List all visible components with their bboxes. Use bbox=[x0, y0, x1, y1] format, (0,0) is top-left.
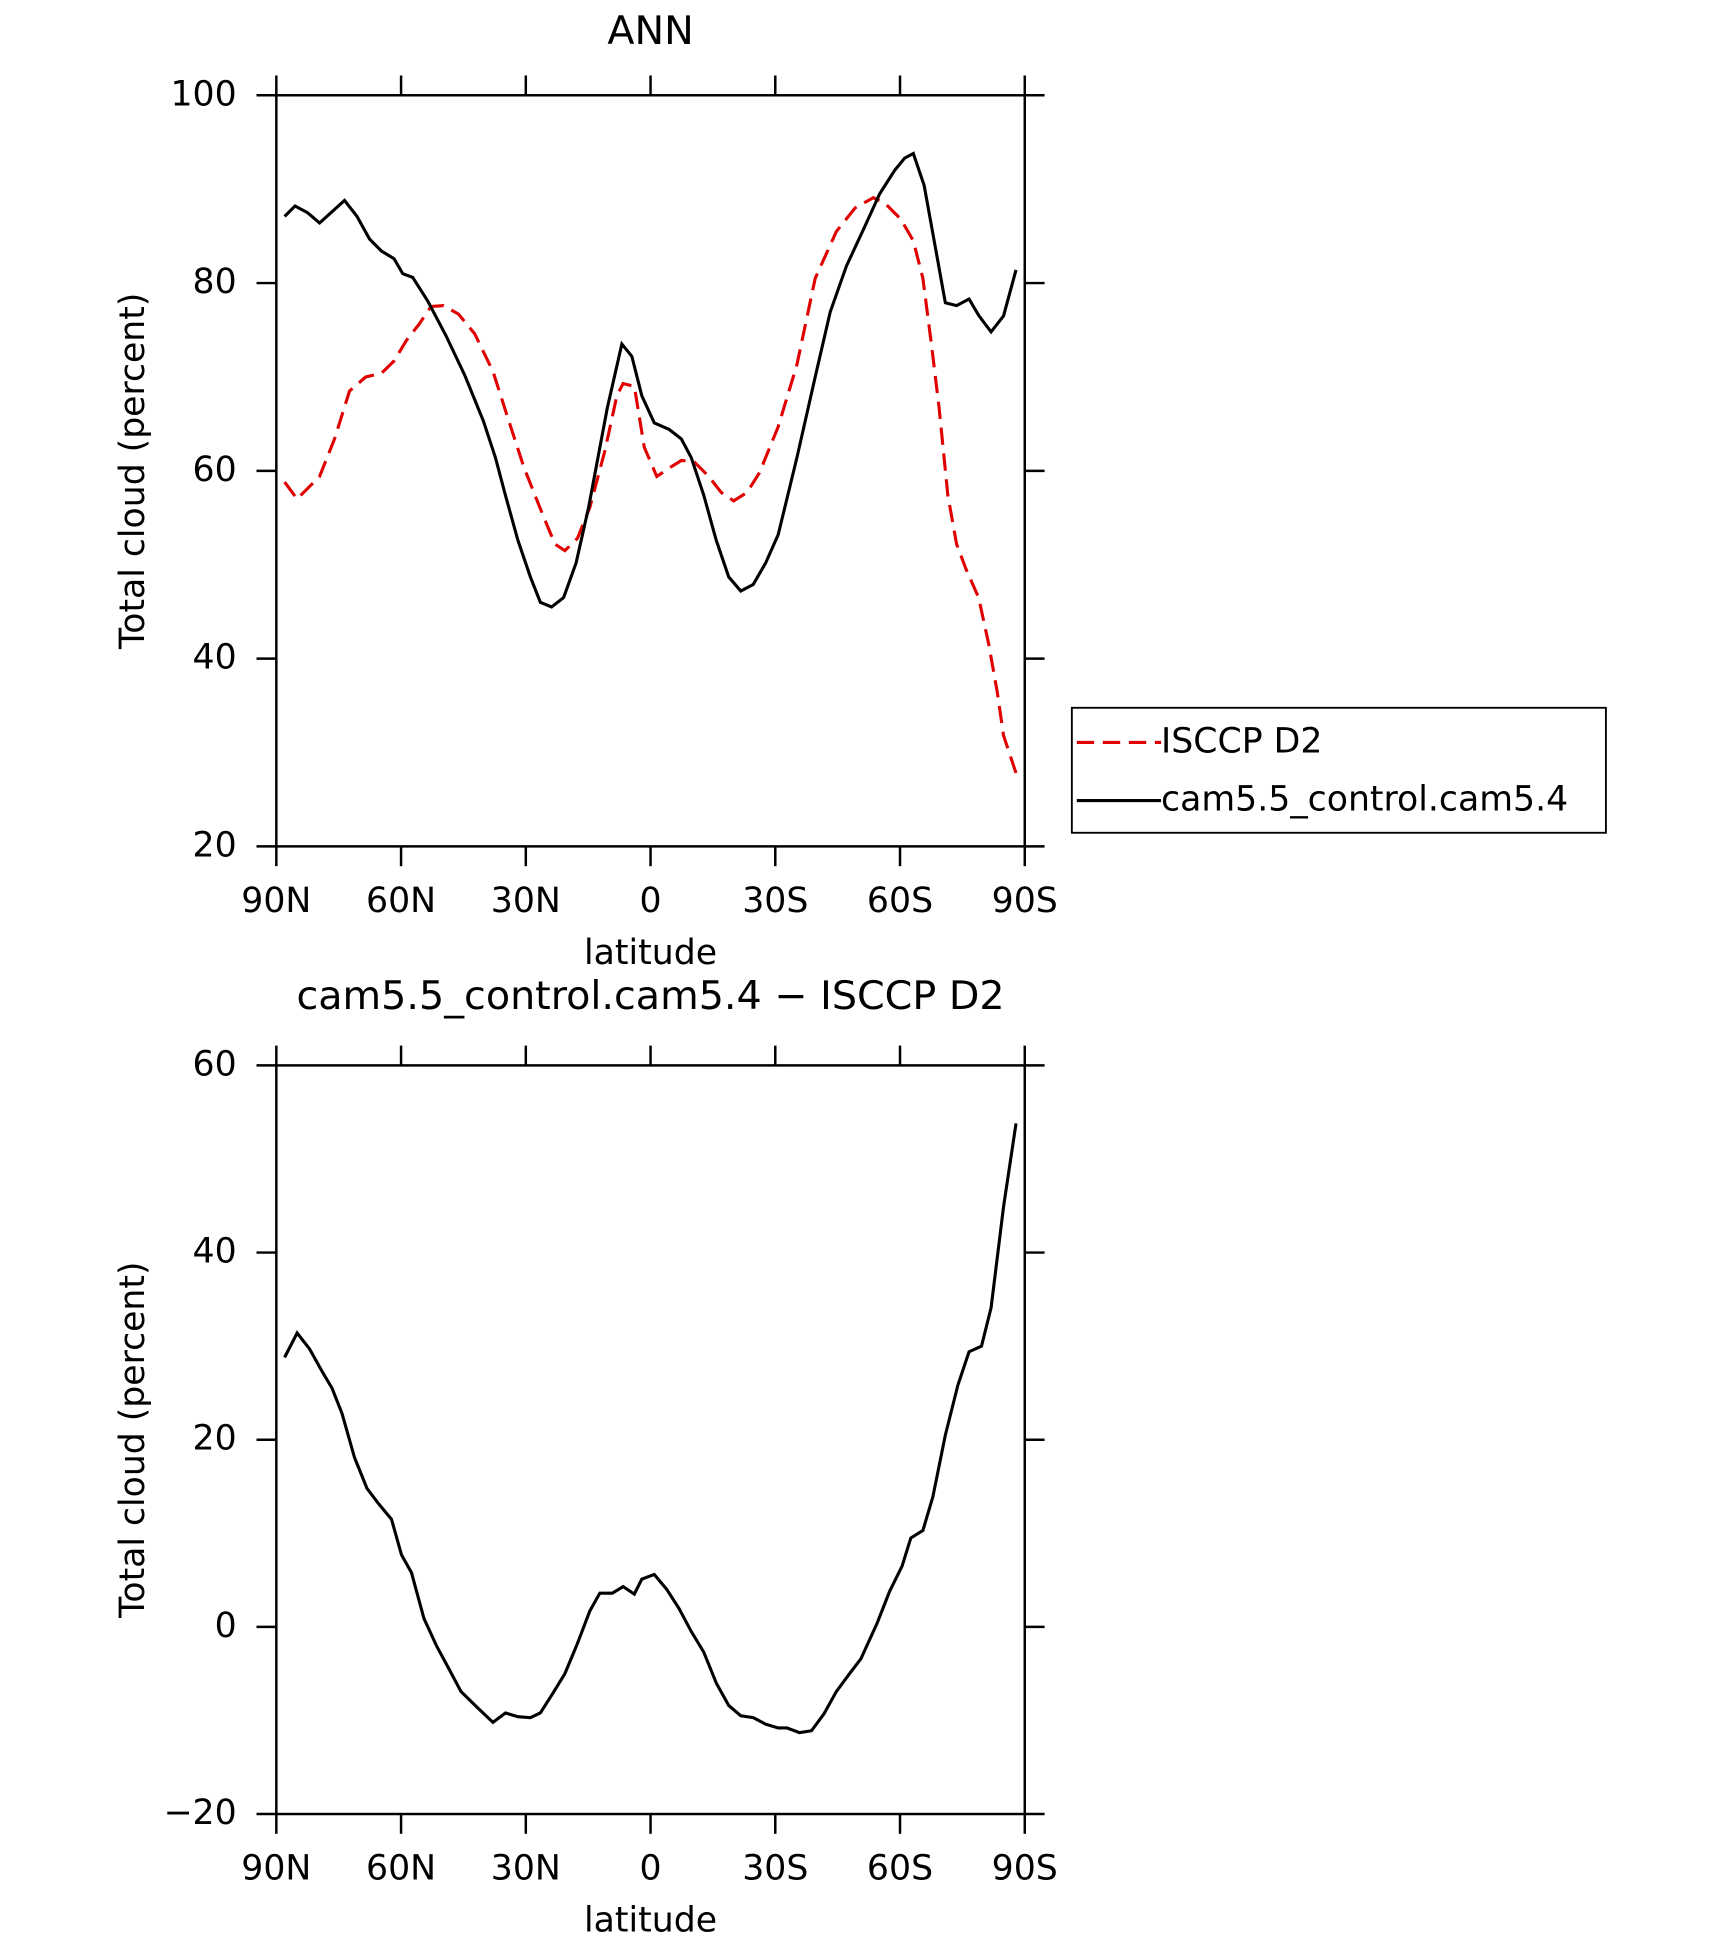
x-tick-label: 60N bbox=[366, 1849, 436, 1889]
y-tick-label: 0 bbox=[215, 1606, 237, 1646]
data-line bbox=[283, 195, 1018, 774]
legend-label: ISCCP D2 bbox=[1161, 721, 1322, 761]
x-tick-label: 30N bbox=[491, 1849, 561, 1889]
y-tick-label: 40 bbox=[193, 1232, 237, 1272]
data-line bbox=[283, 151, 1018, 609]
x-tick-label: 60S bbox=[867, 881, 933, 921]
x-tick-label: 90N bbox=[241, 1849, 311, 1889]
x-tick-label: 90S bbox=[992, 1849, 1058, 1889]
x-tick-label: 0 bbox=[640, 1849, 662, 1889]
chart-title: cam5.5_control.cam5.4 − ISCCP D2 bbox=[296, 973, 1004, 1019]
y-tick-label: 20 bbox=[193, 825, 237, 865]
x-tick-label: 60N bbox=[366, 881, 436, 921]
legend-box bbox=[1070, 706, 1607, 834]
y-axis-label: Total cloud (percent) bbox=[113, 1262, 153, 1619]
legend-label: cam5.5_control.cam5.4 bbox=[1161, 780, 1568, 820]
x-tick-label: 90N bbox=[241, 881, 311, 921]
y-tick-label: 60 bbox=[193, 1044, 237, 1084]
x-tick-label: 60S bbox=[867, 1849, 933, 1889]
plot-frame bbox=[275, 94, 1026, 848]
y-tick-label: 60 bbox=[193, 450, 237, 490]
x-axis-label: latitude bbox=[584, 933, 717, 973]
y-tick-label: 100 bbox=[170, 74, 236, 114]
x-tick-label: 90S bbox=[992, 881, 1058, 921]
chart-title: ANN bbox=[607, 8, 693, 54]
y-tick-label: −20 bbox=[163, 1793, 236, 1833]
x-tick-label: 30S bbox=[742, 881, 808, 921]
y-tick-label: 40 bbox=[193, 638, 237, 678]
x-tick-label: 30N bbox=[491, 881, 561, 921]
x-tick-label: 30S bbox=[742, 1849, 808, 1889]
plot-frame bbox=[275, 1064, 1026, 1816]
x-tick-label: 0 bbox=[640, 881, 662, 921]
y-axis-label: Total cloud (percent) bbox=[113, 293, 153, 650]
y-tick-label: 20 bbox=[193, 1419, 237, 1459]
data-line bbox=[283, 1123, 1018, 1735]
x-axis-label: latitude bbox=[584, 1901, 717, 1939]
y-tick-label: 80 bbox=[193, 262, 237, 302]
